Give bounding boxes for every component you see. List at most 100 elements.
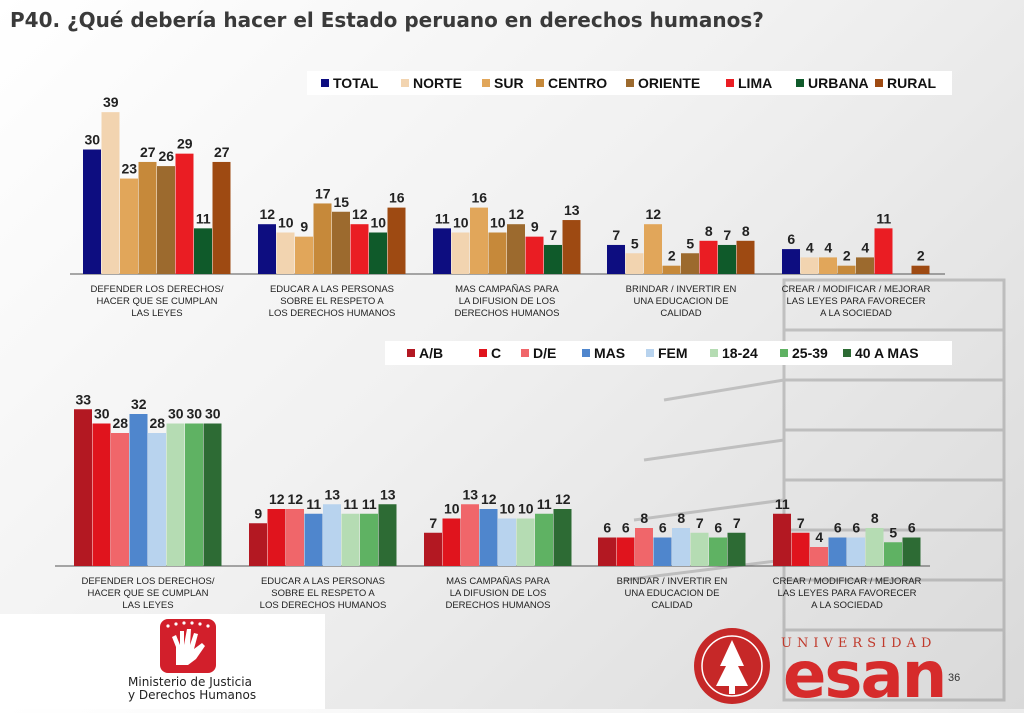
bar bbox=[488, 232, 507, 274]
data-label: 23 bbox=[121, 161, 137, 177]
ministerio-line-2: y Derechos Humanos bbox=[128, 688, 257, 702]
bar bbox=[166, 423, 185, 566]
esan-logo-wordmark: esan bbox=[783, 639, 947, 713]
data-label: 9 bbox=[531, 219, 539, 235]
category-label: CALIDAD bbox=[660, 308, 701, 319]
bar bbox=[304, 513, 323, 566]
category-label: UNA EDUCACION DE bbox=[633, 296, 728, 307]
bar bbox=[837, 265, 856, 274]
bar bbox=[461, 504, 479, 566]
bar bbox=[203, 423, 222, 566]
category-label: HACER QUE SE CUMPLAN bbox=[88, 588, 209, 599]
category-label: A LA SOCIEDAD bbox=[820, 308, 892, 319]
bar bbox=[313, 203, 332, 274]
bar bbox=[525, 236, 544, 274]
legend-swatch bbox=[626, 79, 634, 87]
data-label: 28 bbox=[149, 415, 165, 431]
bar bbox=[258, 224, 276, 274]
data-label: 11 bbox=[435, 210, 450, 226]
bar bbox=[148, 433, 166, 566]
category-label: SOBRE EL RESPETO A bbox=[280, 296, 384, 307]
bar bbox=[157, 166, 175, 274]
category-label: MAS CAMPAÑAS PARA bbox=[446, 576, 550, 587]
bar bbox=[387, 207, 406, 274]
bar bbox=[498, 518, 516, 566]
bar bbox=[92, 423, 111, 566]
data-label: 27 bbox=[214, 144, 230, 160]
legend-swatch bbox=[401, 79, 409, 87]
bar bbox=[350, 224, 369, 274]
ministerio-logo-text: Ministerio de Justicia y Derechos Humano… bbox=[128, 676, 256, 702]
legend-label: TOTAL bbox=[333, 75, 379, 91]
bar bbox=[138, 161, 157, 274]
data-label: 5 bbox=[631, 235, 639, 251]
bar bbox=[74, 409, 92, 566]
legend-swatch bbox=[479, 349, 487, 357]
bar bbox=[874, 228, 893, 274]
bar bbox=[553, 509, 572, 566]
data-label: 13 bbox=[462, 486, 478, 502]
category-label: LAS LEYES bbox=[122, 600, 173, 611]
bar bbox=[286, 509, 304, 566]
category-label: LAS LEYES bbox=[131, 308, 182, 319]
data-label: 12 bbox=[645, 206, 661, 222]
bar bbox=[424, 532, 442, 566]
legend-label: D/E bbox=[533, 345, 556, 361]
bar bbox=[856, 257, 874, 274]
data-label: 13 bbox=[564, 202, 580, 218]
category-label: LA DIFUSION DE LOS bbox=[459, 296, 556, 307]
legend-label: SUR bbox=[494, 75, 524, 91]
legend-label: C bbox=[491, 345, 501, 361]
bar bbox=[736, 240, 755, 274]
data-label: 10 bbox=[453, 215, 469, 231]
category-label: EDUCAR A LAS PERSONAS bbox=[261, 576, 385, 587]
bar bbox=[911, 265, 930, 274]
data-label: 2 bbox=[843, 248, 851, 264]
category-label: HACER QUE SE CUMPLAN bbox=[97, 296, 218, 307]
data-label: 6 bbox=[787, 231, 795, 247]
data-label: 30 bbox=[205, 406, 221, 422]
data-label: 12 bbox=[287, 491, 303, 507]
bar bbox=[442, 518, 461, 566]
data-label: 8 bbox=[705, 223, 713, 239]
data-label: 12 bbox=[352, 206, 368, 222]
category-label: LOS DERECHOS HUMANOS bbox=[260, 600, 387, 611]
bar bbox=[516, 518, 535, 566]
bar bbox=[194, 228, 212, 274]
data-label: 10 bbox=[490, 215, 506, 231]
data-label: 10 bbox=[518, 501, 534, 517]
data-label: 2 bbox=[668, 248, 676, 264]
regional-bar-chart: TOTAL NORTE SUR CENTRO ORIENTE LIMA URBANA RURA… bbox=[70, 71, 952, 319]
bar bbox=[276, 232, 295, 274]
legend-swatch bbox=[536, 79, 544, 87]
data-label: 12 bbox=[269, 491, 285, 507]
bar bbox=[544, 244, 562, 274]
bar bbox=[800, 257, 819, 274]
data-label: 4 bbox=[824, 239, 832, 255]
bar bbox=[295, 236, 313, 274]
legend-label: ORIENTE bbox=[638, 75, 700, 91]
data-label: 12 bbox=[259, 206, 275, 222]
category-label: DERECHOS HUMANOS bbox=[445, 600, 550, 611]
category-label: DEFENDER LOS DERECHOS/ bbox=[90, 284, 223, 295]
data-label: 30 bbox=[94, 406, 110, 422]
legend-swatch bbox=[482, 79, 490, 87]
data-label: 28 bbox=[112, 415, 128, 431]
legend-label: URBANA bbox=[808, 75, 869, 91]
data-label: 9 bbox=[300, 219, 308, 235]
data-label: 4 bbox=[861, 239, 869, 255]
bar bbox=[451, 232, 470, 274]
data-label: 4 bbox=[806, 239, 814, 255]
legend-swatch bbox=[726, 79, 734, 87]
bar bbox=[607, 244, 625, 274]
data-label: 10 bbox=[370, 215, 386, 231]
category-label: LA DIFUSION DE LOS bbox=[450, 588, 547, 599]
data-label: 27 bbox=[140, 144, 156, 160]
legend-swatch bbox=[521, 349, 529, 357]
category-label: SOBRE EL RESPETO A bbox=[271, 588, 375, 599]
bar bbox=[662, 265, 681, 274]
data-label: 11 bbox=[196, 210, 211, 226]
bar bbox=[562, 220, 581, 274]
data-label: 13 bbox=[324, 486, 340, 502]
bar bbox=[120, 178, 138, 274]
